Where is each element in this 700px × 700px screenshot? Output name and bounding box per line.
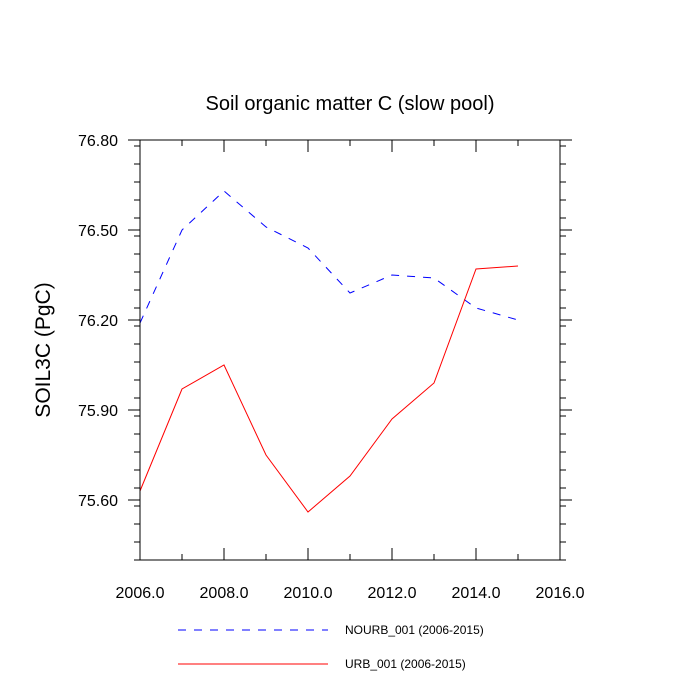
y-tick-label: 76.50 [78,223,118,240]
axis-tick-labels: 2006.0 2008.0 2010.0 2012.0 2014.0 2016.0 75.6… [78,133,585,602]
y-tick-label: 76.80 [78,133,118,150]
y-tick-label: 75.60 [78,493,118,510]
series-layer [139,190,519,513]
plot-frame [139,139,561,561]
y-tick-label: 76.20 [78,313,118,330]
legend-label: NOURB_001 (2006-2015) [345,623,484,637]
x-tick-label: 2006.0 [116,585,165,602]
x-tick-label: 2014.0 [452,585,501,602]
series-line-2 [139,265,519,513]
x-tick-label: 2016.0 [536,585,585,602]
axis-ticks [128,139,572,561]
x-tick-label: 2012.0 [368,585,417,602]
legend: NOURB_001 (2006-2015) URB_001 (2006-2015) [178,623,484,671]
series-line-1 [139,190,519,324]
x-tick-label: 2010.0 [284,585,333,602]
y-axis-label: SOIL3C (PgC) [32,282,55,417]
legend-label: URB_001 (2006-2015) [345,657,466,671]
y-tick-label: 75.90 [78,403,118,420]
x-tick-label: 2008.0 [200,585,249,602]
chart-title: Soil organic matter C (slow pool) [206,93,495,115]
